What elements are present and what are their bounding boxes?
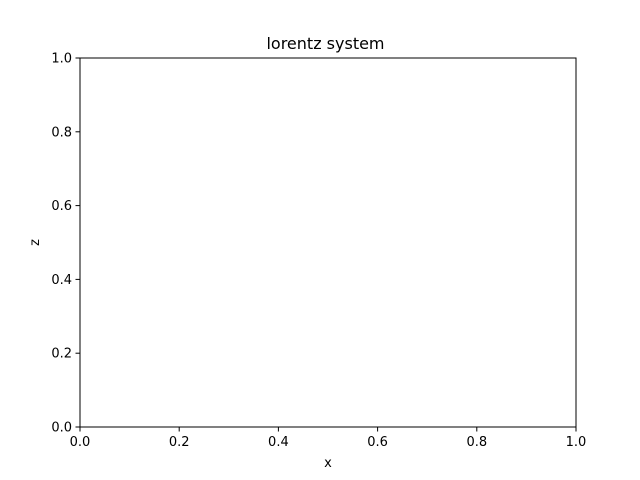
plot-area [79, 57, 577, 428]
y-axis-ticks: 0.0 0.2 0.4 0.6 0.8 1.0 [51, 52, 80, 436]
y-tick-label: 0.4 [51, 273, 72, 288]
x-tick-label: 0.8 [466, 435, 487, 450]
y-tick-label: 0.0 [51, 421, 72, 436]
chart-title: lorentz system [266, 34, 384, 53]
x-tick-label: 0.6 [367, 435, 388, 450]
y-tick-label: 1.0 [51, 52, 72, 67]
y-axis-label: z [28, 239, 43, 246]
y-tick-label: 0.8 [51, 125, 72, 140]
x-tick-label: 0.0 [70, 435, 91, 450]
x-tick-label: 0.2 [169, 435, 190, 450]
axes-frame [79, 57, 577, 428]
x-axis-label: x [324, 456, 332, 471]
y-tick-label: 0.2 [51, 347, 72, 362]
x-axis-ticks: 0.0 0.2 0.4 0.6 0.8 1.0 [70, 427, 587, 450]
x-tick-label: 1.0 [566, 435, 587, 450]
x-tick-label: 0.4 [268, 435, 289, 450]
y-tick-label: 0.6 [51, 199, 72, 214]
